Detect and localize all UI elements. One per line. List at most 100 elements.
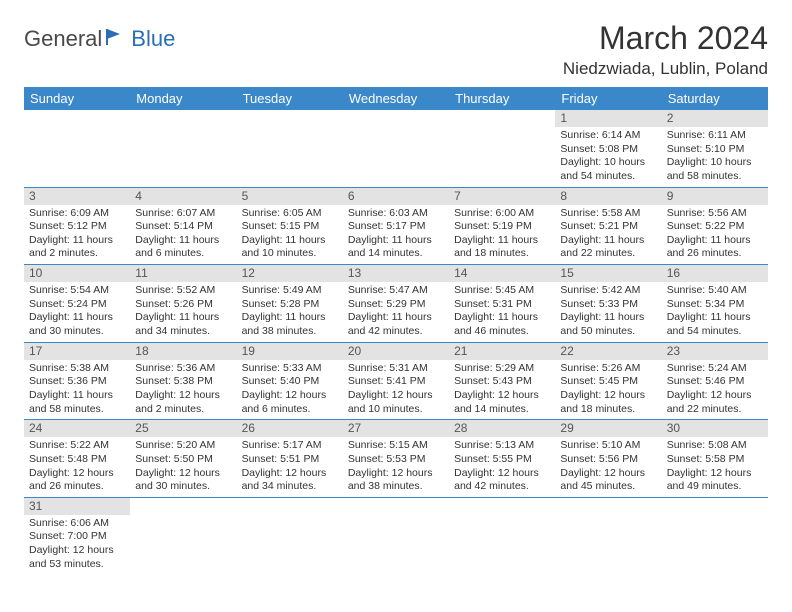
day-number: 26 [237,420,343,437]
day-details: Sunrise: 5:15 AMSunset: 5:53 PMDaylight:… [343,437,449,497]
calendar-cell-empty [449,110,555,187]
day-details: Sunrise: 5:36 AMSunset: 5:38 PMDaylight:… [130,360,236,420]
day-number: 4 [130,188,236,205]
weekday-header: Saturday [662,87,768,110]
day-number: 28 [449,420,555,437]
calendar-cell: 19Sunrise: 5:33 AMSunset: 5:40 PMDayligh… [237,342,343,420]
calendar-cell: 9Sunrise: 5:56 AMSunset: 5:22 PMDaylight… [662,187,768,265]
day-number: 13 [343,265,449,282]
day-number: 19 [237,343,343,360]
calendar-head: SundayMondayTuesdayWednesdayThursdayFrid… [24,87,768,110]
weekday-header: Sunday [24,87,130,110]
day-details: Sunrise: 5:47 AMSunset: 5:29 PMDaylight:… [343,282,449,342]
day-details: Sunrise: 5:58 AMSunset: 5:21 PMDaylight:… [555,205,661,265]
calendar-cell: 12Sunrise: 5:49 AMSunset: 5:28 PMDayligh… [237,265,343,343]
calendar-cell: 10Sunrise: 5:54 AMSunset: 5:24 PMDayligh… [24,265,130,343]
calendar-cell: 27Sunrise: 5:15 AMSunset: 5:53 PMDayligh… [343,420,449,498]
day-details: Sunrise: 5:42 AMSunset: 5:33 PMDaylight:… [555,282,661,342]
day-number: 27 [343,420,449,437]
day-details: Sunrise: 6:06 AMSunset: 7:00 PMDaylight:… [24,515,130,575]
day-number: 5 [237,188,343,205]
day-details: Sunrise: 5:10 AMSunset: 5:56 PMDaylight:… [555,437,661,497]
day-details: Sunrise: 5:17 AMSunset: 5:51 PMDaylight:… [237,437,343,497]
day-number: 22 [555,343,661,360]
calendar-cell-empty [130,497,236,574]
calendar-cell: 11Sunrise: 5:52 AMSunset: 5:26 PMDayligh… [130,265,236,343]
day-details: Sunrise: 6:00 AMSunset: 5:19 PMDaylight:… [449,205,555,265]
calendar-cell: 24Sunrise: 5:22 AMSunset: 5:48 PMDayligh… [24,420,130,498]
calendar-cell: 3Sunrise: 6:09 AMSunset: 5:12 PMDaylight… [24,187,130,265]
logo: General Blue [24,20,175,52]
calendar-cell-empty [130,110,236,187]
calendar-cell: 1Sunrise: 6:14 AMSunset: 5:08 PMDaylight… [555,110,661,187]
calendar-cell: 2Sunrise: 6:11 AMSunset: 5:10 PMDaylight… [662,110,768,187]
weekday-header: Thursday [449,87,555,110]
day-details: Sunrise: 6:14 AMSunset: 5:08 PMDaylight:… [555,127,661,187]
day-number: 8 [555,188,661,205]
day-details: Sunrise: 6:05 AMSunset: 5:15 PMDaylight:… [237,205,343,265]
day-number: 30 [662,420,768,437]
calendar-cell: 25Sunrise: 5:20 AMSunset: 5:50 PMDayligh… [130,420,236,498]
calendar-cell: 17Sunrise: 5:38 AMSunset: 5:36 PMDayligh… [24,342,130,420]
location: Niedzwiada, Lublin, Poland [563,59,768,79]
day-number: 20 [343,343,449,360]
day-details: Sunrise: 5:20 AMSunset: 5:50 PMDaylight:… [130,437,236,497]
day-details: Sunrise: 5:45 AMSunset: 5:31 PMDaylight:… [449,282,555,342]
day-details: Sunrise: 5:33 AMSunset: 5:40 PMDaylight:… [237,360,343,420]
calendar-cell-empty [24,110,130,187]
calendar-cell-empty [662,497,768,574]
weekday-header: Friday [555,87,661,110]
day-details: Sunrise: 5:56 AMSunset: 5:22 PMDaylight:… [662,205,768,265]
calendar-cell: 5Sunrise: 6:05 AMSunset: 5:15 PMDaylight… [237,187,343,265]
calendar-body: 1Sunrise: 6:14 AMSunset: 5:08 PMDaylight… [24,110,768,574]
day-details: Sunrise: 6:03 AMSunset: 5:17 PMDaylight:… [343,205,449,265]
day-number: 6 [343,188,449,205]
day-number: 16 [662,265,768,282]
logo-text-blue: Blue [131,26,175,52]
day-details: Sunrise: 5:13 AMSunset: 5:55 PMDaylight:… [449,437,555,497]
calendar-row: 17Sunrise: 5:38 AMSunset: 5:36 PMDayligh… [24,342,768,420]
day-number: 9 [662,188,768,205]
calendar-cell-empty [555,497,661,574]
calendar-cell-empty [237,497,343,574]
day-details: Sunrise: 5:31 AMSunset: 5:41 PMDaylight:… [343,360,449,420]
day-details: Sunrise: 5:49 AMSunset: 5:28 PMDaylight:… [237,282,343,342]
calendar-cell: 15Sunrise: 5:42 AMSunset: 5:33 PMDayligh… [555,265,661,343]
day-number: 21 [449,343,555,360]
day-details: Sunrise: 5:40 AMSunset: 5:34 PMDaylight:… [662,282,768,342]
day-details: Sunrise: 6:11 AMSunset: 5:10 PMDaylight:… [662,127,768,187]
day-number: 14 [449,265,555,282]
day-number: 1 [555,110,661,127]
day-details: Sunrise: 5:52 AMSunset: 5:26 PMDaylight:… [130,282,236,342]
calendar-cell: 30Sunrise: 5:08 AMSunset: 5:58 PMDayligh… [662,420,768,498]
calendar-cell: 29Sunrise: 5:10 AMSunset: 5:56 PMDayligh… [555,420,661,498]
weekday-header: Monday [130,87,236,110]
day-number: 7 [449,188,555,205]
day-number: 18 [130,343,236,360]
calendar-row: 31Sunrise: 6:06 AMSunset: 7:00 PMDayligh… [24,497,768,574]
day-number: 10 [24,265,130,282]
calendar-cell: 14Sunrise: 5:45 AMSunset: 5:31 PMDayligh… [449,265,555,343]
day-number: 2 [662,110,768,127]
calendar-cell: 20Sunrise: 5:31 AMSunset: 5:41 PMDayligh… [343,342,449,420]
calendar-cell: 31Sunrise: 6:06 AMSunset: 7:00 PMDayligh… [24,497,130,574]
calendar-cell: 8Sunrise: 5:58 AMSunset: 5:21 PMDaylight… [555,187,661,265]
day-number: 23 [662,343,768,360]
day-number: 25 [130,420,236,437]
calendar-table: SundayMondayTuesdayWednesdayThursdayFrid… [24,87,768,574]
day-details: Sunrise: 5:24 AMSunset: 5:46 PMDaylight:… [662,360,768,420]
day-number: 17 [24,343,130,360]
day-details: Sunrise: 5:29 AMSunset: 5:43 PMDaylight:… [449,360,555,420]
day-details: Sunrise: 6:07 AMSunset: 5:14 PMDaylight:… [130,205,236,265]
day-number: 3 [24,188,130,205]
calendar-cell: 6Sunrise: 6:03 AMSunset: 5:17 PMDaylight… [343,187,449,265]
day-number: 15 [555,265,661,282]
day-details: Sunrise: 5:22 AMSunset: 5:48 PMDaylight:… [24,437,130,497]
day-details: Sunrise: 5:08 AMSunset: 5:58 PMDaylight:… [662,437,768,497]
calendar-cell: 28Sunrise: 5:13 AMSunset: 5:55 PMDayligh… [449,420,555,498]
calendar-row: 10Sunrise: 5:54 AMSunset: 5:24 PMDayligh… [24,265,768,343]
day-number: 11 [130,265,236,282]
calendar-cell: 23Sunrise: 5:24 AMSunset: 5:46 PMDayligh… [662,342,768,420]
day-details: Sunrise: 5:26 AMSunset: 5:45 PMDaylight:… [555,360,661,420]
calendar-cell-empty [237,110,343,187]
